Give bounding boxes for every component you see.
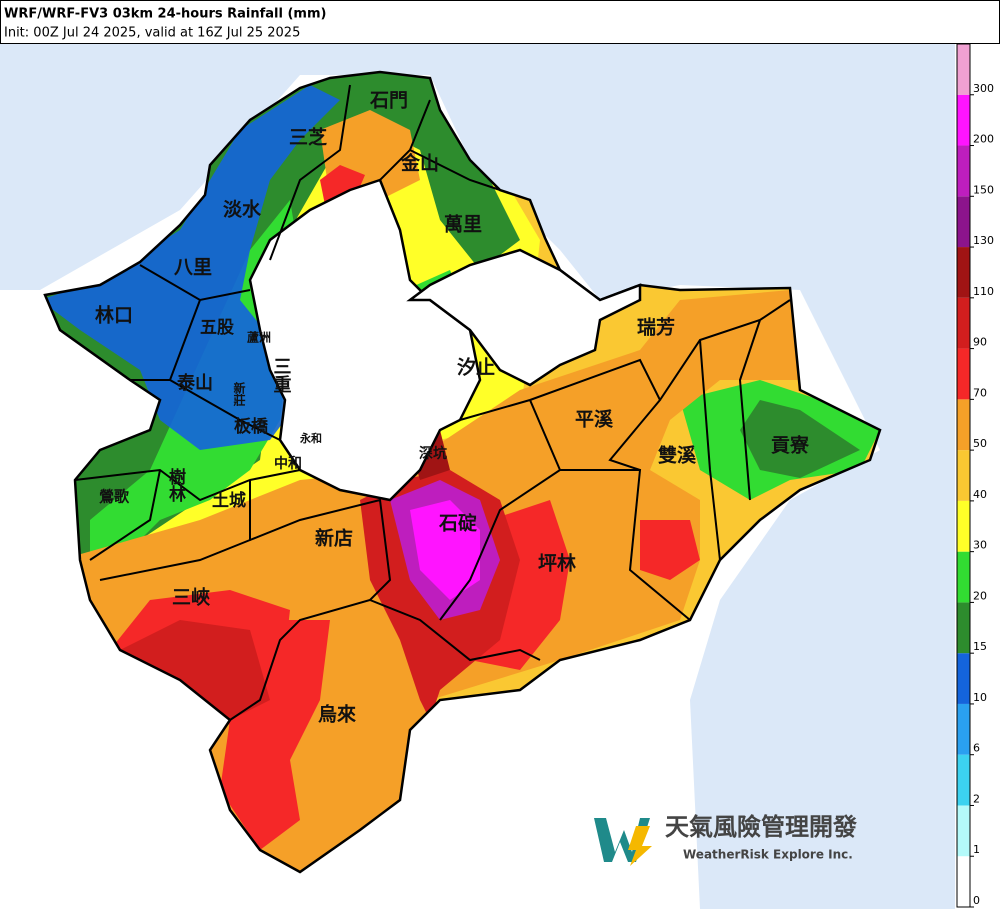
colorbar-segment <box>957 450 970 501</box>
district-label: 新莊 <box>232 381 246 407</box>
colorbar-segment <box>957 145 970 197</box>
district-label: 三芝 <box>289 126 327 149</box>
district-label: 坪林 <box>538 552 576 575</box>
colorbar-segment <box>957 602 970 654</box>
field-darkgreen <box>740 400 860 478</box>
district-boundaries <box>74 84 791 721</box>
district-label: 永和 <box>299 431 322 445</box>
district-label: 樹林 <box>165 467 186 503</box>
colorbar-tick-label: 20 <box>973 589 987 602</box>
field-red <box>640 520 700 580</box>
colorbar-segment <box>957 94 970 146</box>
district-label: 平溪 <box>575 409 614 431</box>
colorbar-segment <box>957 500 970 552</box>
county-outline <box>43 70 882 874</box>
colorbar-tick-label: 15 <box>973 640 987 653</box>
field-blue <box>45 85 340 450</box>
keelung-city <box>406 248 642 387</box>
colorbar-tick-label: 1 <box>973 843 980 856</box>
colorbar-tick-label: 150 <box>973 183 994 196</box>
colorbar-tick-label: 50 <box>973 437 987 450</box>
header-box <box>0 0 1000 44</box>
district-label: 雙溪 <box>658 444 697 467</box>
colorbar-segment <box>957 399 970 451</box>
colorbar-segment <box>957 44 970 95</box>
district-label: 八里 <box>174 257 212 279</box>
district-label: 烏來 <box>318 703 356 726</box>
colorbar-segment <box>957 703 970 755</box>
district-label: 新店 <box>315 527 353 550</box>
colorbar-tick-label: 300 <box>973 82 994 95</box>
colorbar-segment <box>957 297 970 349</box>
district-label: 三重 <box>271 357 292 393</box>
district-label: 五股 <box>200 318 234 338</box>
colorbar: 0 1 2 6 10 15 20 30 40 50 70 90 110 130 150 200 300 <box>956 43 994 908</box>
boundary <box>379 99 501 191</box>
district-label: 金山 <box>400 152 439 175</box>
title: WRF/WRF-FV3 03km 24-hours Rainfall (mm) <box>4 7 326 22</box>
boundary <box>229 498 541 721</box>
colorbar-tick-label: 90 <box>973 336 987 349</box>
colorbar-tick-label: 200 <box>973 133 994 146</box>
district-label: 中和 <box>274 455 302 472</box>
colorbar-segment <box>957 551 970 603</box>
colorbar-tick-label: 6 <box>973 742 980 755</box>
district-label: 石門 <box>369 90 408 112</box>
district-label: 林口 <box>95 304 133 327</box>
colorbar-tick-label: 130 <box>973 234 994 247</box>
district-label: 土城 <box>212 490 246 511</box>
colorbar-tick-label: 70 <box>973 386 987 399</box>
logo: 天氣風險管理開發 WeatherRisk Explore Inc. <box>594 813 857 866</box>
district-label: 鶯歌 <box>99 488 130 506</box>
district-label: 萬里 <box>444 214 482 236</box>
colorbar-tick-label: 30 <box>973 539 987 552</box>
boundary <box>659 299 791 561</box>
colorbar-tick-label: 10 <box>973 691 987 704</box>
colorbar-tick-label: 0 <box>973 894 980 907</box>
logo-name: 天氣風險管理開發 <box>665 813 857 841</box>
colorbar-segment <box>957 247 970 298</box>
subtitle: Init: 00Z Jul 24 2025, valid at 16Z Jul … <box>4 26 300 41</box>
logo-tagline: WeatherRisk Explore Inc. <box>683 848 853 862</box>
colorbar-segment <box>957 653 970 704</box>
district-label: 石碇 <box>438 512 477 535</box>
colorbar-frame <box>956 43 971 908</box>
colorbar-tick-label: 40 <box>973 488 987 501</box>
district-label: 貢寮 <box>771 434 810 457</box>
field-darkred <box>120 620 270 720</box>
colorbar-segment <box>957 856 970 907</box>
district-label: 深坑 <box>419 445 447 462</box>
district-label: 蘆洲 <box>247 330 271 345</box>
colorbar-tick-label: 2 <box>973 792 980 805</box>
colorbar-segment <box>957 196 970 248</box>
colorbar-segment <box>957 754 970 806</box>
boundary <box>269 84 351 261</box>
colorbar-segment <box>957 348 970 400</box>
district-label: 板橋 <box>234 416 269 437</box>
district-label: 淡水 <box>223 199 262 221</box>
colorbar-segment <box>957 805 970 857</box>
field-red <box>220 620 330 850</box>
field-magenta <box>410 500 480 600</box>
sea <box>0 44 955 909</box>
logo-bolt <box>628 826 652 866</box>
district-label: 三峽 <box>172 586 211 609</box>
district-label: 瑞芳 <box>637 316 675 339</box>
boundary <box>74 468 301 581</box>
district-label: 汐止 <box>457 356 495 379</box>
boundary <box>130 264 281 441</box>
district-label: 泰山 <box>176 372 213 394</box>
colorbar-tick-label: 110 <box>973 285 994 298</box>
